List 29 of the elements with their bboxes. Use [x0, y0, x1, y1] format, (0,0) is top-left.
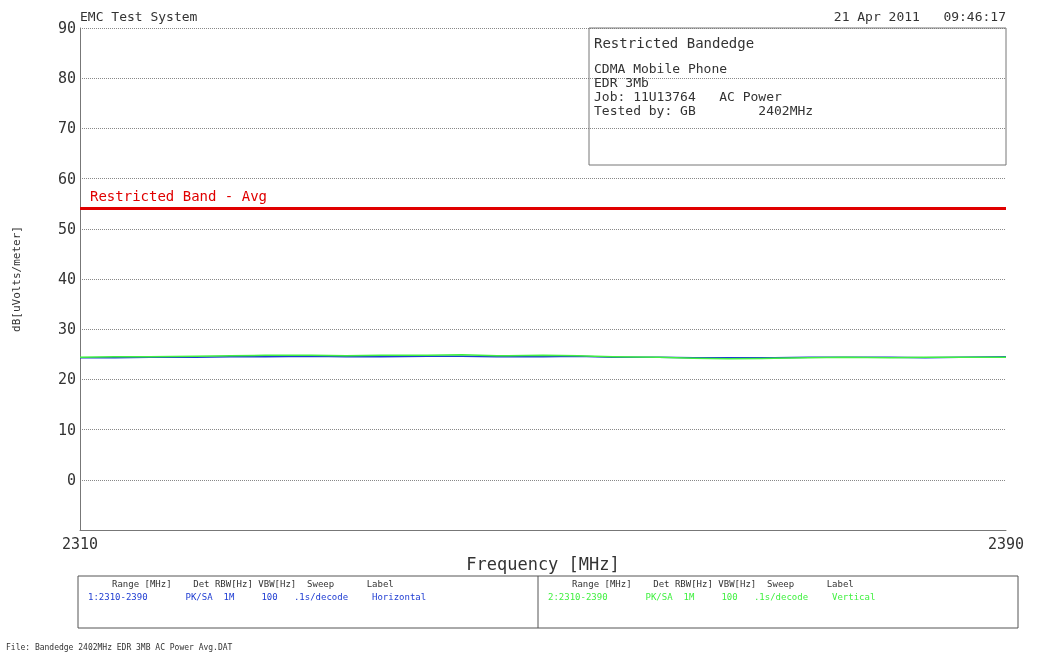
annotation: Tested by: GB 2402MHz	[594, 103, 814, 118]
x-tick-label: 2310	[61, 534, 99, 553]
y-axis-title: dB[uVolts/meter]	[10, 226, 23, 332]
text: Range [MHz] Det RBW[Hz] VBW[Hz] Sweep Label	[112, 578, 394, 589]
y-tick-label: 0	[66, 470, 76, 489]
x-axis-title: Frequency [MHz]	[466, 554, 620, 575]
annotation: Job: 11U13764 AC Power	[594, 89, 783, 104]
x-tick-label: 2390	[987, 534, 1025, 553]
ref-line-label: Restricted Band - Avg	[90, 187, 268, 204]
y-tick-label: 50	[57, 219, 76, 238]
y-tick-label: 40	[57, 270, 76, 288]
y-tick-label: 20	[57, 370, 76, 389]
text: 2:2310-2390 PK/SA 1M 100 .1s/decode	[548, 591, 809, 602]
y-tick-label: 70	[57, 119, 76, 138]
annotation: EDR 3Mb	[594, 75, 649, 90]
text: Horizontal	[372, 591, 427, 602]
text: Range [MHz] Det RBW[Hz] VBW[Hz] Sweep Label	[572, 578, 854, 589]
text: Vertical	[832, 591, 876, 602]
text: 21 Apr 2011 09:46:17	[833, 9, 1006, 24]
text: EMC Test System	[80, 9, 198, 24]
y-tick-label: 30	[57, 320, 76, 339]
y-tick-label: 10	[57, 420, 76, 439]
text: File: Bandedge 2402MHz EDR 3MB AC Power Avg.DAT	[6, 642, 233, 652]
annotation: Restricted Bandedge	[594, 35, 755, 51]
y-tick-label: 90	[57, 19, 76, 37]
y-tick-label: 80	[57, 69, 76, 88]
y-tick-label: 60	[57, 169, 76, 188]
annotation: CDMA Mobile Phone	[594, 61, 728, 76]
text: 1:2310-2390 PK/SA 1M 100 .1s/decode	[88, 591, 349, 602]
